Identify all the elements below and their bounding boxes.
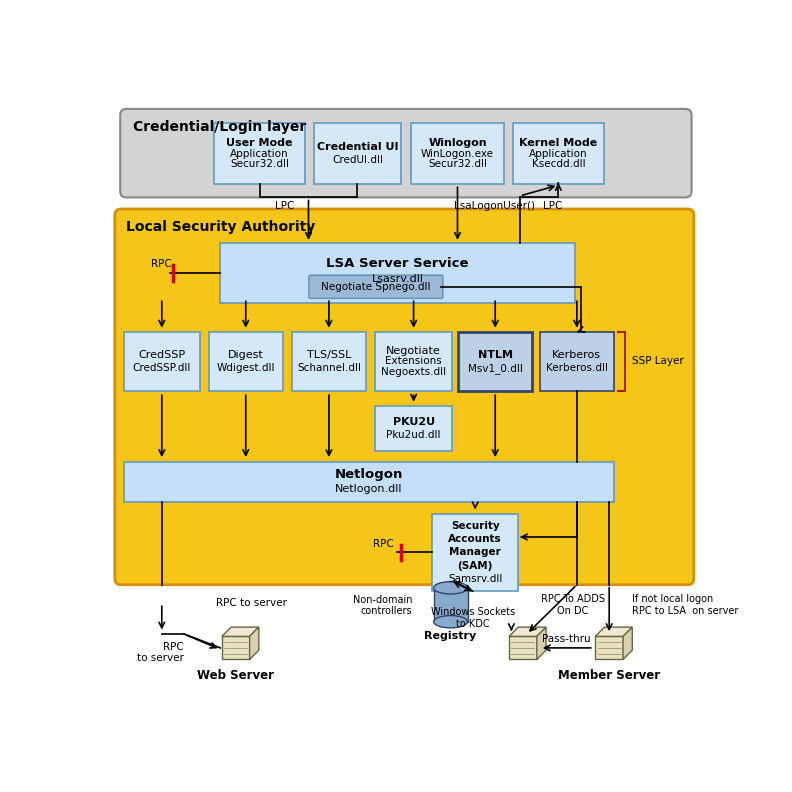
Text: RPC To ADDS
On DC: RPC To ADDS On DC xyxy=(541,594,605,615)
Text: Application: Application xyxy=(230,149,289,158)
Text: controllers: controllers xyxy=(360,606,412,616)
Bar xyxy=(459,332,532,390)
Text: If not local logon
RPC to LSA  on server: If not local logon RPC to LSA on server xyxy=(632,594,739,615)
Text: Ksecdd.dll: Ksecdd.dll xyxy=(531,159,585,169)
Text: LPC: LPC xyxy=(543,200,562,211)
Text: NTLM: NTLM xyxy=(478,349,512,360)
Text: Non-domain: Non-domain xyxy=(352,595,412,605)
Bar xyxy=(432,514,518,591)
Text: WinLogon.exe: WinLogon.exe xyxy=(421,149,494,158)
Text: LsaLogonUser(): LsaLogonUser() xyxy=(454,200,535,211)
Polygon shape xyxy=(623,627,632,660)
Text: LSA Server Service: LSA Server Service xyxy=(326,257,469,270)
Text: Wdigest.dll: Wdigest.dll xyxy=(216,364,275,373)
Bar xyxy=(596,636,623,660)
Text: CredSSP.dll: CredSSP.dll xyxy=(132,364,191,373)
Text: CredSSP: CredSSP xyxy=(139,349,185,360)
Text: Accounts: Accounts xyxy=(448,535,502,544)
Text: Schannel.dll: Schannel.dll xyxy=(297,364,361,373)
Text: Netlogon.dll: Netlogon.dll xyxy=(335,483,402,493)
Text: CredUI.dll: CredUI.dll xyxy=(332,154,383,165)
Text: Kerberos: Kerberos xyxy=(552,349,601,360)
Text: Extensions: Extensions xyxy=(385,356,442,367)
Bar xyxy=(214,123,305,185)
Text: Digest: Digest xyxy=(228,349,264,360)
Text: Secur32.dll: Secur32.dll xyxy=(428,159,487,169)
Text: Credential/Login layer: Credential/Login layer xyxy=(133,120,307,134)
Text: RPC: RPC xyxy=(151,259,172,269)
Text: RPC to server: RPC to server xyxy=(215,598,287,608)
Text: Application: Application xyxy=(529,149,588,158)
Text: Lsasrv.dll: Lsasrv.dll xyxy=(371,274,424,284)
Text: PKU2U: PKU2U xyxy=(393,417,435,427)
Text: Local Security Authority: Local Security Authority xyxy=(127,219,316,234)
Text: (SAM): (SAM) xyxy=(458,561,493,570)
Bar xyxy=(411,123,504,185)
Text: Kerberos.dll: Kerberos.dll xyxy=(546,364,607,373)
Polygon shape xyxy=(222,627,259,636)
Text: Web Server: Web Server xyxy=(197,669,274,682)
FancyBboxPatch shape xyxy=(309,276,443,299)
Bar xyxy=(124,462,614,501)
Bar xyxy=(509,636,537,660)
Ellipse shape xyxy=(434,615,467,628)
Text: Pass-thru: Pass-thru xyxy=(542,634,590,644)
Text: Negotiate: Negotiate xyxy=(386,345,441,356)
Polygon shape xyxy=(596,627,632,636)
Text: Negotiate Spnego.dll: Negotiate Spnego.dll xyxy=(321,282,431,291)
Text: RPC: RPC xyxy=(373,539,394,549)
Text: Manager: Manager xyxy=(449,547,501,558)
Bar xyxy=(292,332,366,390)
Bar xyxy=(124,332,200,390)
Text: Winlogon: Winlogon xyxy=(428,138,487,148)
Polygon shape xyxy=(537,627,546,660)
Text: Kernel Mode: Kernel Mode xyxy=(520,138,597,148)
Text: Samsrv.dll: Samsrv.dll xyxy=(448,573,502,584)
Text: LPC: LPC xyxy=(276,200,295,211)
Text: Member Server: Member Server xyxy=(558,669,661,682)
Bar xyxy=(375,406,452,451)
Bar xyxy=(375,332,452,390)
Text: Security: Security xyxy=(451,521,500,531)
Bar xyxy=(209,332,283,390)
Text: User Mode: User Mode xyxy=(227,138,293,148)
Ellipse shape xyxy=(434,581,467,594)
Text: Credential UI: Credential UI xyxy=(317,143,398,152)
FancyBboxPatch shape xyxy=(115,209,694,584)
Bar xyxy=(513,123,604,185)
Text: Negoexts.dll: Negoexts.dll xyxy=(381,367,446,377)
FancyBboxPatch shape xyxy=(120,109,691,197)
Text: Windows Sockets
to KDC: Windows Sockets to KDC xyxy=(431,607,515,629)
Polygon shape xyxy=(509,627,546,636)
Text: Secur32.dll: Secur32.dll xyxy=(230,159,289,169)
Text: TLS/SSL: TLS/SSL xyxy=(307,349,351,360)
Text: SSP Layer: SSP Layer xyxy=(632,356,684,367)
Polygon shape xyxy=(249,627,259,660)
Text: RPC
to server: RPC to server xyxy=(137,642,184,664)
Bar xyxy=(220,243,574,303)
Text: Msv1_0.dll: Msv1_0.dll xyxy=(468,363,523,374)
Bar xyxy=(222,636,249,660)
Bar xyxy=(314,123,401,185)
Bar xyxy=(434,588,467,622)
Text: Registry: Registry xyxy=(425,630,477,641)
Text: Netlogon: Netlogon xyxy=(335,468,403,482)
Text: Pku2ud.dll: Pku2ud.dll xyxy=(386,430,441,440)
Bar xyxy=(540,332,614,390)
